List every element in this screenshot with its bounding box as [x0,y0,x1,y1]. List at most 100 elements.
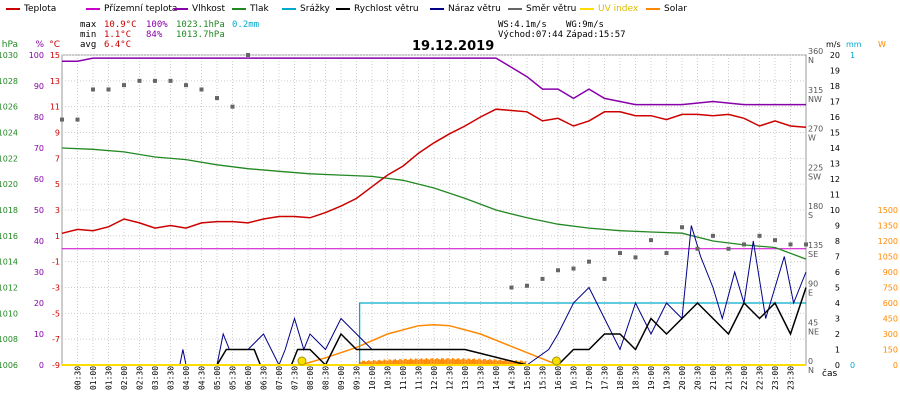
direction-point [137,78,142,83]
direction-point [773,238,777,243]
x-tick-label: 08:30 [322,366,331,390]
direction-point [695,246,700,251]
axis-tick-wind: 7 [835,253,840,262]
axis-tick-left: 20 [34,299,44,308]
direction-point [246,53,250,57]
axis-tick-left: 9 [55,129,60,138]
direction-point [571,266,576,271]
stats-pressure: 1023.1hPa 1013.7hPa [176,20,225,40]
axis-unit-left: hPa [2,40,18,50]
axis-tick-left: 1026 [0,103,18,112]
axis-tick-wind: 3 [835,315,840,324]
sun-marker [297,356,307,366]
axis-tick-left: 1 [55,232,60,241]
x-tick-label: 12:30 [446,366,455,390]
axis-tick-direction: 315 [808,86,823,95]
axis-tick-wind: 18 [830,82,840,91]
sunrise-info: Východ:07:44 [498,30,564,40]
direction-point [618,251,622,256]
legend-item-temperature: Teplota [6,4,56,14]
wind-info-right: WG:9m/s Západ:15:57 [566,20,626,40]
x-tick-label: 16:30 [570,366,579,390]
axis-tick-wind: 17 [830,98,840,107]
axis-tick-wind: 13 [830,160,840,169]
axis-tick-left: -1 [52,258,60,267]
legend-label: UV index [598,4,639,14]
legend-swatch [6,7,20,10]
x-tick-label: 20:00 [678,366,687,390]
axis-tick-wind: 9 [835,222,840,231]
x-tick-label: 07:30 [291,366,300,390]
direction-point [726,246,731,251]
direction-point [757,233,762,238]
axis-tick-wind: 4 [835,299,840,308]
x-tick-label: 18:00 [616,366,625,390]
axis-tick-direction: 180 [808,202,823,211]
x-tick-label: 03:00 [151,366,160,390]
stats-temp: 10.9°C 1.1°C 6.4°C [104,20,137,50]
axis-tick-left: -9 [52,361,60,370]
x-tick-label: 16:00 [554,366,563,390]
legend-item-rain: Srážky [282,4,330,14]
axis-tick-direction: 225 [808,163,823,172]
axis-tick-direction-letter: W [808,134,816,143]
direction-point [587,259,591,264]
axis-tick-direction-letter: N [808,366,814,375]
stats-max-press: 1023.1hPa [176,20,225,30]
x-tick-label: 19:00 [647,366,656,390]
legend-label: Teplota [24,4,57,14]
direction-point [60,117,64,122]
legend-swatch [336,7,350,10]
axis-tick-solar: 1200 [878,237,898,246]
wind-gust-info: WG:9m/s [566,20,604,30]
axis-tick-wind: 14 [830,144,840,153]
x-tick-label: 04:30 [198,366,207,390]
direction-point [122,83,126,88]
series-wind [62,287,807,367]
direction-point [153,78,157,83]
x-tick-label: 13:00 [461,366,470,390]
axis-tick-left: 80 [34,113,44,122]
x-tick-label: 15:30 [539,366,548,390]
stats-avg-temp: 6.4°C [104,40,132,50]
x-tick-label: 13:30 [477,366,486,390]
stats-labels: max min avg [80,20,96,50]
axis-tick-left: 1006 [0,361,18,370]
axis-unit-solar: W [878,40,886,49]
axis-tick-left: 1018 [0,206,18,215]
axis-tick-solar: 750 [883,284,898,293]
series-solar-line [300,323,559,366]
x-tick-label: 17:00 [585,366,594,390]
stats-avg-label: avg [80,40,97,50]
x-tick-label: 02:30 [136,366,145,390]
axis-tick-direction-letter: SW [808,172,821,181]
stats-max-hum: 100% [146,20,168,30]
axis-tick-rain: 0 [850,361,855,370]
axis-tick-solar: 1500 [878,206,898,215]
series-humidity [62,57,806,106]
axis-tick-wind: 20 [830,51,840,60]
x-tick-label: 22:30 [756,366,765,390]
axis-tick-left: 60 [34,175,44,184]
axis-tick-wind: 0 [835,361,840,370]
axis-tick-direction-letter: N [808,56,814,65]
axis-tick-direction-letter: E [808,289,813,298]
axis-unit-left: °C [49,40,60,50]
axis-tick-left: 0 [39,361,44,370]
x-tick-label: 01:30 [105,366,114,390]
direction-point [602,276,607,281]
x-tick-label: 15:00 [523,366,532,390]
legend-item-direction: Směr větru [508,4,576,14]
direction-point [75,117,80,122]
direction-point [680,225,684,230]
legend-label: Směr větru [526,4,577,14]
axis-tick-direction-letter: NE [808,327,819,336]
axis-tick-wind: 2 [835,330,840,339]
legend-label: Přízemní teplota [104,4,178,14]
legend-swatch [646,7,660,10]
axis-tick-left: -5 [52,309,60,318]
sun-marker [551,356,561,366]
axis-tick-solar: 1350 [878,222,898,231]
x-tick-label: 14:00 [492,366,501,390]
